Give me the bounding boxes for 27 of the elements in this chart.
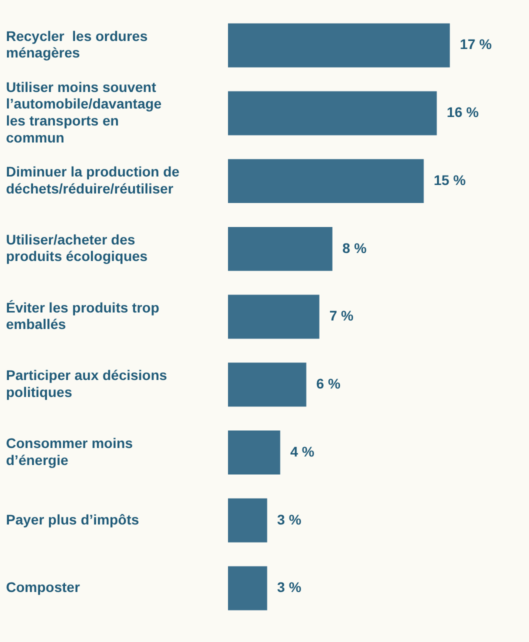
y-tick-label: Consommer moins d’énergie [6,434,134,468]
bar [228,294,320,339]
bar [228,226,332,271]
bar [228,430,280,475]
bar [228,23,450,68]
bar [228,362,306,407]
data-label: 4 % [290,443,315,460]
bar [228,566,268,610]
y-tick-label: Participer aux décisions politiques [6,367,168,400]
data-label: 8 % [342,240,368,256]
data-label: 3 % [277,511,302,528]
bar [228,91,437,136]
data-label: 7 % [329,308,354,324]
y-tick-label: Payer plus d’impôts [6,511,140,528]
data-label: 6 % [316,376,341,392]
y-tick-label: Diminuer la production de déchets/réduire/réutiliser [6,164,180,196]
y-tick-label: Composter [6,579,80,596]
y-tick-label: Recycler les ordures ménagères [6,28,148,61]
data-label: 16 % [446,104,480,120]
bar [228,159,424,204]
y-tick-label: Utiliser moins souvent l’automobile/davantage les transports en commun [6,78,162,146]
bar [228,498,268,542]
data-label: 3 % [277,579,302,596]
data-label: 17 % [460,36,492,52]
y-tick-label: Utiliser/acheter des produits écologiques [6,231,148,264]
data-label: 15 % [434,172,466,188]
y-tick-label: Éviter les produits trop emballés [6,299,160,332]
